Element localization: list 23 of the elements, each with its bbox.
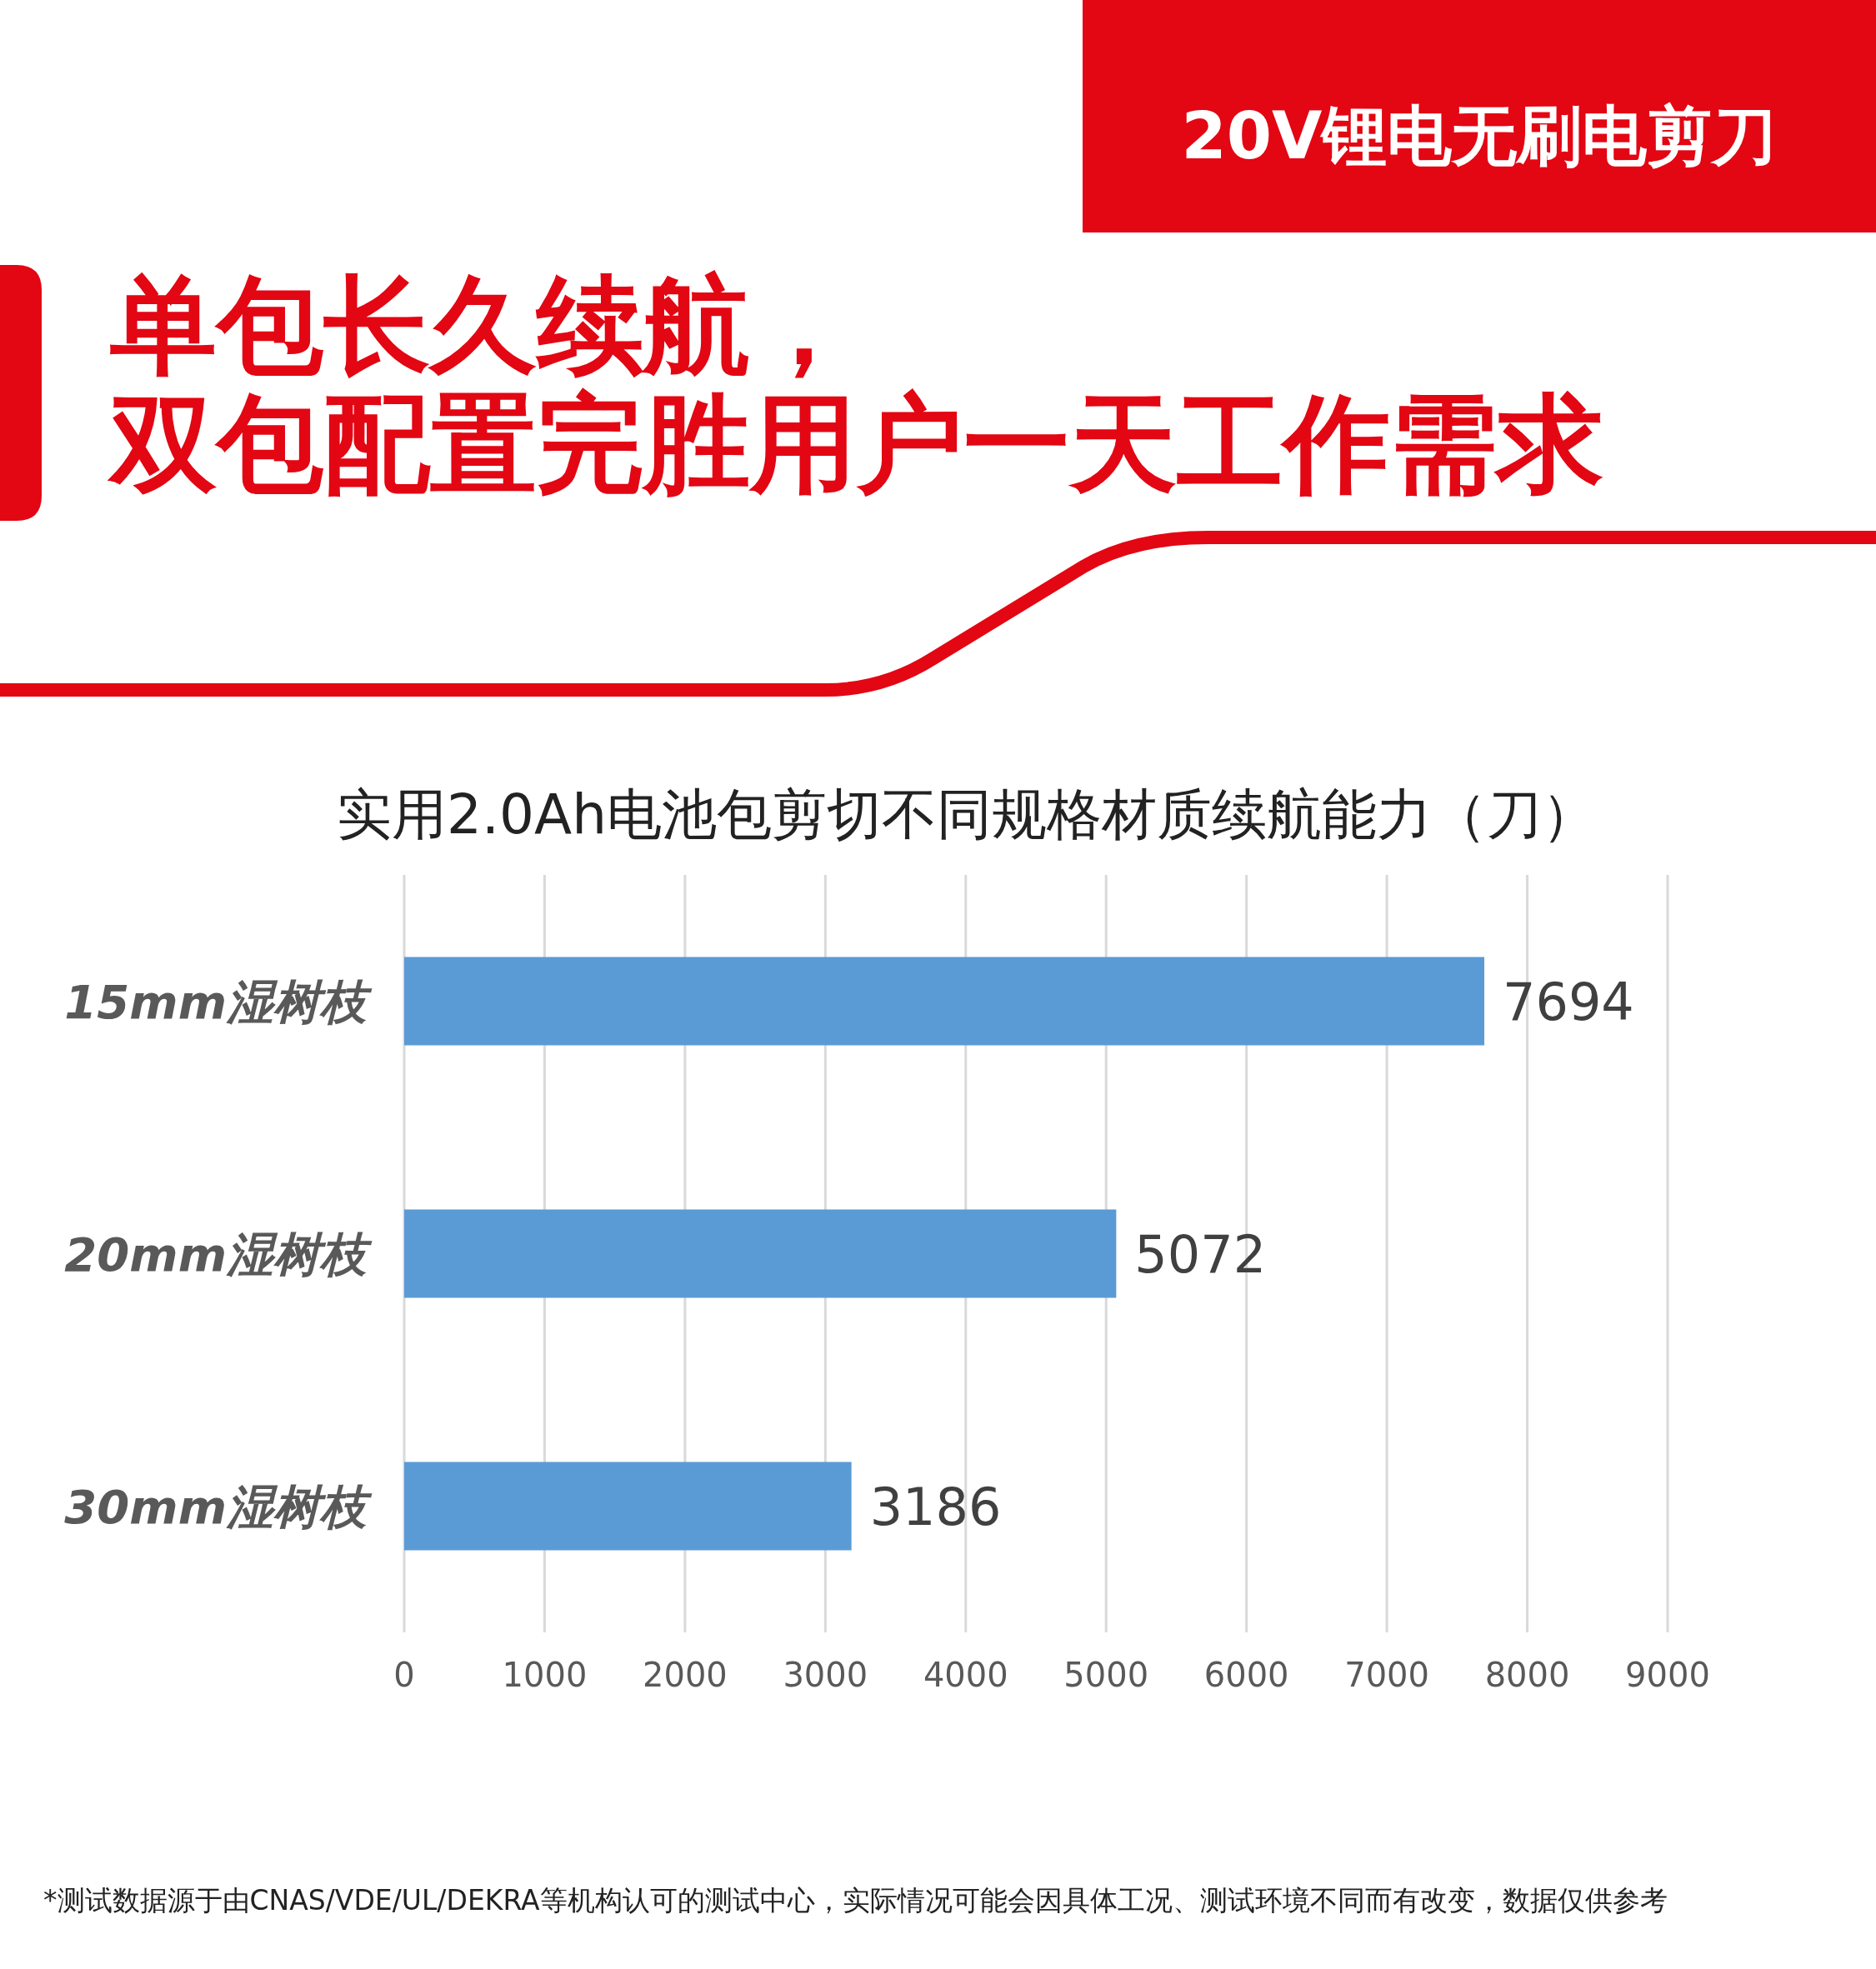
data-label: 7694 xyxy=(1503,971,1634,1032)
x-tick-label: 3000 xyxy=(783,1656,868,1694)
text: 20V锂电无刷电剪刀 xyxy=(1181,98,1778,173)
y-tick-label: 15mm湿树枝 xyxy=(64,974,373,1029)
x-tick-label: 1000 xyxy=(502,1656,588,1694)
chart-title: 实用2.0Ah电池包剪切不同规格材质续航能力（刀） xyxy=(337,782,1597,847)
y-tick-label: 30mm湿树枝 xyxy=(64,1479,373,1534)
bar xyxy=(404,1209,1117,1298)
bar xyxy=(404,1462,852,1551)
x-tick-label: 5000 xyxy=(1063,1656,1149,1694)
x-tick-label: 8000 xyxy=(1484,1656,1570,1694)
text: *测试数据源于由CNAS/VDE/UL/DEKRA等机构认可的测试中心，实际情况可能会因具体工况、测试环境不同而有改变，数据仅供参考 xyxy=(43,1884,1668,1917)
x-tick-label: 7000 xyxy=(1344,1656,1430,1694)
chart-subtitle: 单包长久续航，双包配置完胜用户一天工作需求 xyxy=(107,263,1603,506)
y-tick-label: 20mm湿树枝 xyxy=(64,1227,373,1282)
x-tick-label: 2000 xyxy=(642,1656,728,1694)
bar xyxy=(404,957,1485,1046)
x-tick-label: 0 xyxy=(393,1656,415,1694)
x-tick-label: 6000 xyxy=(1203,1656,1289,1694)
x-tick-label: 4000 xyxy=(923,1656,1008,1694)
x-tick-label: 9000 xyxy=(1625,1656,1710,1694)
data-label: 3186 xyxy=(869,1476,1002,1537)
data-label: 5072 xyxy=(1134,1223,1267,1285)
